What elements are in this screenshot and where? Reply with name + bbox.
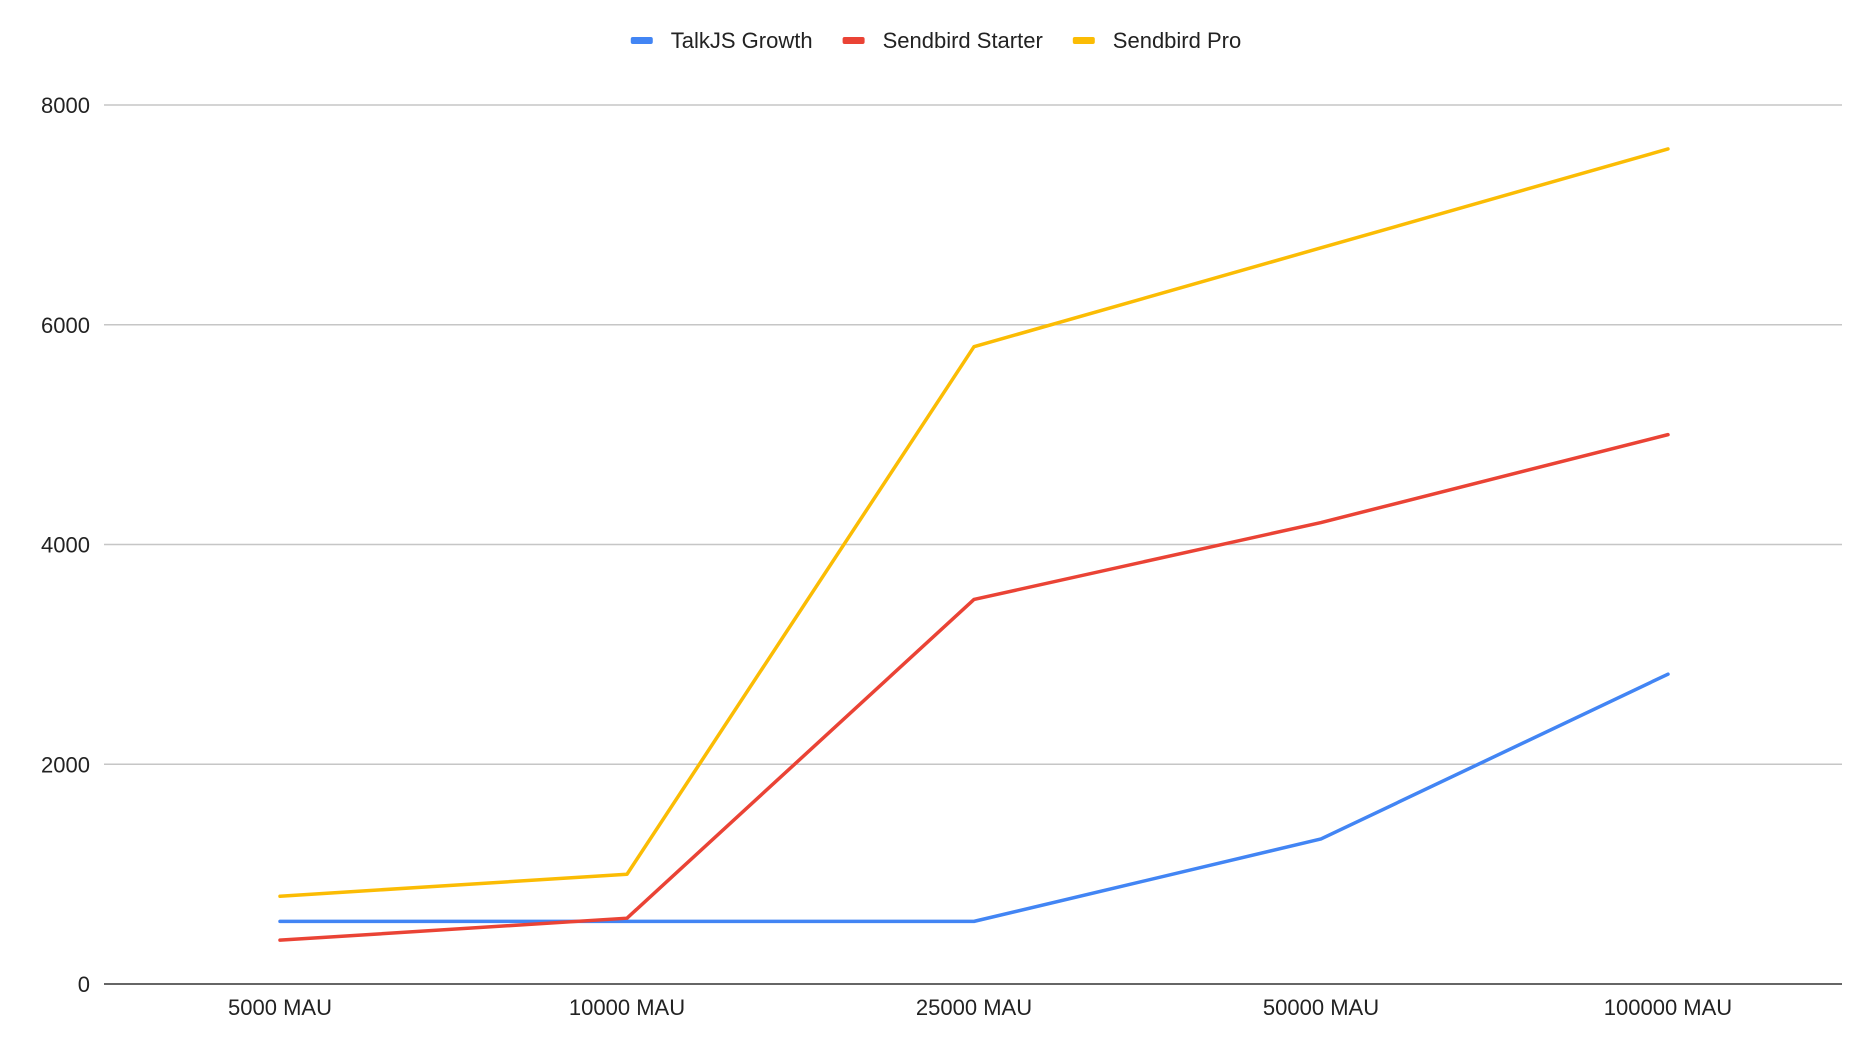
x-tick-label: 50000 MAU bbox=[1263, 995, 1379, 1020]
legend: TalkJS Growth Sendbird Starter Sendbird Pr… bbox=[630, 28, 1241, 53]
y-tick-label: 4000 bbox=[41, 533, 90, 558]
legend-item: Sendbird Starter bbox=[842, 28, 1043, 53]
y-tick-label: 6000 bbox=[41, 313, 90, 338]
series-lines bbox=[278, 147, 1670, 942]
gridlines bbox=[104, 104, 1842, 765]
legend-item: TalkJS Growth bbox=[630, 28, 813, 53]
axes: 0 2000 4000 6000 8000 5000 MAU 10000 MAU 25000 … bbox=[41, 93, 1842, 1020]
legend-swatch bbox=[1072, 37, 1095, 44]
legend-item: Sendbird Pro bbox=[1072, 28, 1241, 53]
legend-label: TalkJS Growth bbox=[671, 28, 813, 53]
x-tick-label: 5000 MAU bbox=[228, 995, 332, 1020]
x-tick-label: 10000 MAU bbox=[569, 995, 685, 1020]
legend-swatch bbox=[630, 37, 653, 44]
legend-swatch bbox=[842, 37, 865, 44]
x-tick-label: 25000 MAU bbox=[916, 995, 1032, 1020]
series-line-talkjs-growth bbox=[278, 672, 1670, 924]
y-tick-label: 0 bbox=[78, 972, 90, 997]
legend-label: Sendbird Pro bbox=[1113, 28, 1241, 53]
series-line-sendbird-pro bbox=[278, 147, 1670, 898]
y-tick-label: 2000 bbox=[41, 752, 90, 777]
legend-label: Sendbird Starter bbox=[883, 28, 1043, 53]
series-line-sendbird-starter bbox=[278, 432, 1670, 942]
y-tick-label: 8000 bbox=[41, 93, 90, 118]
x-tick-label: 100000 MAU bbox=[1604, 995, 1732, 1020]
